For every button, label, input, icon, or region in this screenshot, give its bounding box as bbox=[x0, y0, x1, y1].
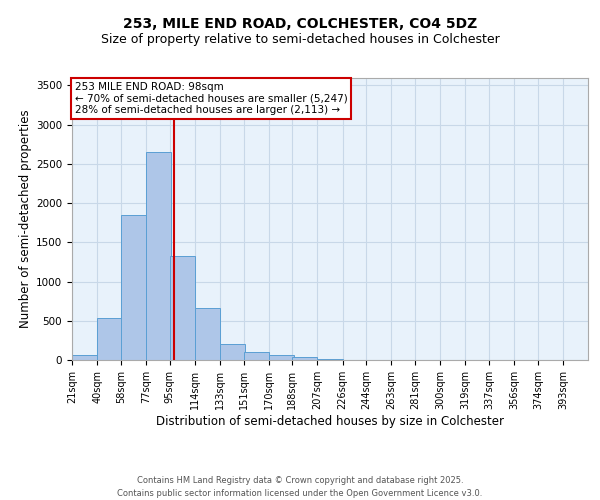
Text: 253, MILE END ROAD, COLCHESTER, CO4 5DZ: 253, MILE END ROAD, COLCHESTER, CO4 5DZ bbox=[123, 18, 477, 32]
Bar bbox=[269, 355, 294, 360]
Bar bbox=[244, 352, 269, 360]
Bar bbox=[195, 308, 220, 360]
Text: 253 MILE END ROAD: 98sqm
← 70% of semi-detached houses are smaller (5,247)
28% o: 253 MILE END ROAD: 98sqm ← 70% of semi-d… bbox=[74, 82, 347, 115]
Text: Size of property relative to semi-detached houses in Colchester: Size of property relative to semi-detach… bbox=[101, 32, 499, 46]
Bar bbox=[220, 344, 245, 360]
Bar bbox=[292, 358, 317, 360]
X-axis label: Distribution of semi-detached houses by size in Colchester: Distribution of semi-detached houses by … bbox=[156, 414, 504, 428]
Bar bbox=[72, 354, 97, 360]
Bar bbox=[97, 318, 122, 360]
Bar bbox=[170, 256, 195, 360]
Bar bbox=[146, 152, 171, 360]
Text: Contains HM Land Registry data © Crown copyright and database right 2025.
Contai: Contains HM Land Registry data © Crown c… bbox=[118, 476, 482, 498]
Y-axis label: Number of semi-detached properties: Number of semi-detached properties bbox=[19, 110, 32, 328]
Bar bbox=[121, 215, 146, 360]
Bar bbox=[317, 359, 343, 360]
